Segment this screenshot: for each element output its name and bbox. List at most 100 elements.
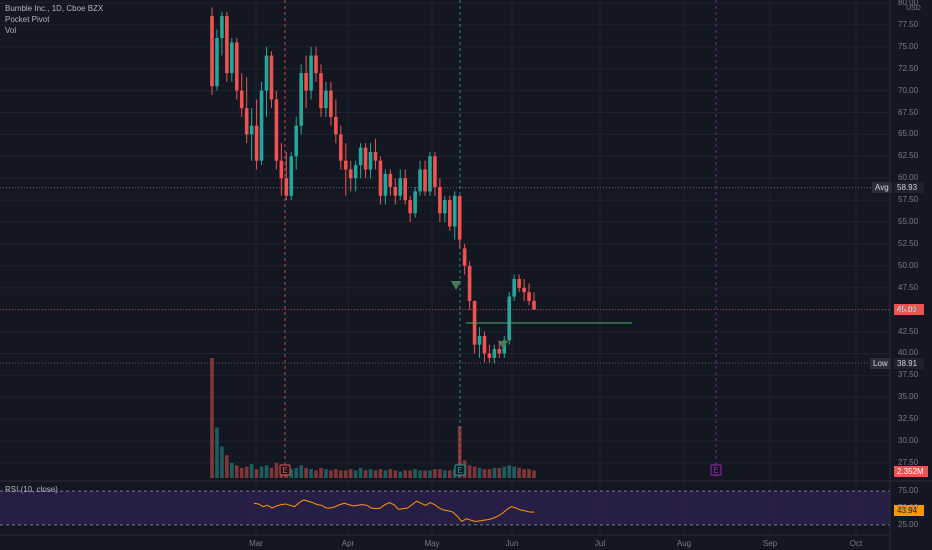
candle-body	[314, 55, 318, 74]
earnings-marker-label: E	[457, 466, 462, 475]
volume-bar	[299, 465, 303, 478]
rsi-value-badge: 43.94	[894, 505, 924, 516]
candle-body	[433, 156, 437, 187]
price-tick-label: 70.00	[898, 85, 919, 95]
price-tick-label: 77.50	[898, 19, 919, 29]
candle-body	[249, 125, 254, 135]
rsi-legend[interactable]: RSI (10, close)	[5, 485, 58, 494]
candle-body	[259, 90, 264, 161]
candle-body	[517, 279, 521, 288]
price-tick-label: 47.50	[898, 282, 919, 292]
price-tick-label: 75.00	[898, 41, 919, 51]
candle-body	[477, 335, 482, 345]
volume-bar	[220, 446, 224, 478]
candle-body	[269, 55, 274, 100]
volume-bar	[210, 358, 214, 478]
volume-bar	[269, 467, 274, 478]
volume-bar	[413, 469, 417, 478]
candle-body	[264, 55, 269, 91]
candle-body	[418, 169, 422, 192]
candle-body	[220, 16, 224, 39]
candle-body	[482, 335, 487, 354]
candle-body	[274, 99, 279, 161]
candle-body	[319, 73, 323, 109]
volume-bar	[249, 464, 254, 478]
price-tick-label: 50.00	[898, 260, 919, 270]
candle-body	[353, 165, 358, 179]
pocket-pivot-marker	[498, 341, 508, 349]
time-tick-label: Sep	[762, 539, 778, 548]
earnings-marker-label: E	[713, 466, 718, 475]
volume-bar	[274, 462, 279, 478]
pocket-pivot-legend[interactable]: Pocket Pivot	[5, 15, 50, 24]
candle-body	[378, 160, 383, 196]
time-tick-label: Mar	[249, 539, 263, 548]
candle-body	[467, 265, 472, 301]
time-tick-label: Jul	[594, 539, 606, 548]
price-tick-label: 60.00	[898, 173, 919, 183]
candle-body	[408, 200, 412, 214]
volume-bar	[512, 466, 516, 478]
avg-label: Avg	[872, 182, 892, 193]
volume-bar	[309, 469, 313, 478]
candle-body	[388, 173, 393, 187]
price-tick-label: 27.50	[898, 458, 919, 467]
volume-bar	[482, 469, 487, 478]
candle-body	[225, 16, 229, 74]
candle-body	[348, 169, 353, 179]
rsi-tick-label: 25.00	[898, 519, 919, 529]
volume-legend[interactable]: Vol	[5, 26, 17, 35]
price-tick-label: 65.00	[898, 129, 919, 139]
volume-bar	[363, 470, 368, 478]
candle-body	[215, 38, 219, 87]
volume-bar	[388, 469, 393, 478]
candle-body	[383, 173, 388, 196]
volume-bar	[264, 465, 269, 478]
volume-bar	[403, 470, 407, 478]
candle-body	[294, 125, 299, 157]
volume-bar	[532, 470, 536, 478]
price-tick-label: 35.00	[898, 392, 919, 402]
volume-bar	[230, 462, 234, 478]
earnings-marker	[279, 464, 291, 476]
candle-body	[428, 156, 432, 192]
candle-body	[373, 151, 378, 161]
volume-bar	[215, 427, 219, 478]
candle-body	[363, 147, 368, 170]
candle-body	[393, 187, 398, 196]
candle-body	[254, 125, 259, 161]
volume-bar	[398, 471, 403, 478]
volume-bar	[314, 470, 318, 478]
price-tick-label: 62.50	[898, 151, 919, 161]
volume-bar	[373, 470, 378, 478]
symbol-legend[interactable]: Bumble Inc., 1D, Cboe BZX	[5, 4, 104, 13]
candle-body	[532, 300, 536, 310]
price-tick-label: 57.50	[898, 195, 919, 205]
volume-bar	[423, 470, 427, 478]
volume-bar	[324, 469, 328, 478]
volume-bar	[343, 470, 348, 478]
candle-body	[230, 42, 234, 74]
volume-bar	[383, 470, 388, 478]
volume-bar	[393, 470, 398, 478]
price-tick-label: 42.50	[898, 326, 919, 336]
candle-body	[329, 90, 333, 117]
price-tick-label: 40.00	[898, 348, 919, 358]
candle-body	[462, 248, 467, 266]
volume-bar	[447, 470, 452, 478]
volume-bar	[329, 470, 333, 478]
time-tick-label: Aug	[676, 539, 692, 548]
price-tick-label: 45.00	[898, 304, 919, 314]
volume-bar	[234, 465, 239, 478]
volume-bar	[368, 469, 373, 478]
candle-body	[244, 108, 249, 135]
candle-body	[304, 73, 308, 91]
candle-body	[512, 279, 516, 297]
volume-bar	[353, 470, 358, 478]
volume-bar	[472, 466, 477, 478]
candle-body	[438, 187, 442, 214]
candle-body	[309, 55, 313, 91]
candle-body	[239, 90, 244, 109]
volume-bar	[497, 467, 502, 478]
